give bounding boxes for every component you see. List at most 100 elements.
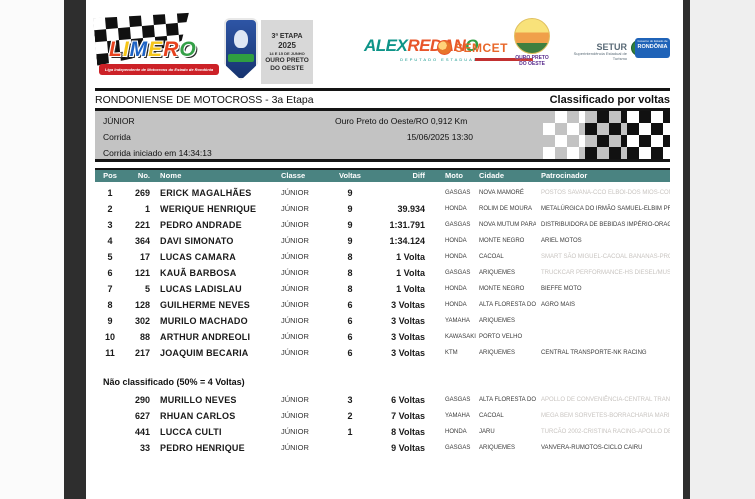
city-cell: MONTE NEGRO (479, 238, 525, 244)
rider-number-cell: 88 (139, 332, 150, 342)
table-row: 2 1 WERIQUE HENRIQUE JÚNIOR 9 39.934 HONDA ROLI… (95, 201, 670, 217)
class-cell: JÚNIOR (281, 395, 309, 404)
col-header-nome: Nome (160, 171, 182, 180)
rider-number-cell: 33 (139, 443, 150, 453)
race-info-box: JÚNIOR Ouro Preto do Oeste/RO 0,912 Km C… (95, 111, 670, 162)
moto-brand-cell: GASGAS (445, 397, 471, 403)
viewer-background-right (690, 0, 755, 499)
table-row: 290 MURILLO NEVES JÚNIOR 3 6 Voltas GASGAS ALT… (95, 392, 670, 408)
tourism-name-line1: OURO PRETO (515, 55, 549, 61)
semcet-icon (437, 40, 452, 55)
position-cell: 7 (107, 284, 113, 294)
city-cell: MONTE NEGRO (479, 286, 525, 292)
city-cell: CACOAL (479, 413, 504, 419)
class-cell: JÚNIOR (281, 443, 309, 452)
city-cell: ARIQUEMES (479, 270, 516, 276)
sponsor-cell: TURCÃO 2002-CRISTINA RACING-APOLLO DE CO… (541, 429, 670, 435)
rider-name-cell: GUILHERME NEVES (160, 300, 251, 310)
sponsor-cell: ARIEL MOTOS (541, 238, 582, 244)
laps-cell: 6 (347, 348, 353, 358)
header-logo-strip: LIMERO Liga Independente de Motocross do… (95, 14, 670, 88)
title-bar: RONDONIENSE DE MOTOCROSS - 3a Etapa Clas… (95, 91, 670, 108)
position-cell: 1 (107, 188, 113, 198)
position-cell: 3 (107, 220, 113, 230)
laps-cell: 9 (347, 188, 353, 198)
rider-number-cell: 302 (134, 316, 150, 326)
city-cell: NOVA MAMORÉ (479, 190, 524, 196)
sponsor-cell: VANVERA-RUMOTOS-CICLO CAIRU (541, 445, 643, 451)
etapa-line: DO OESTE (270, 64, 304, 72)
rider-number-cell: 627 (134, 411, 150, 421)
race-datetime: 15/06/2025 13:30 (406, 132, 473, 142)
diff-cell: 1:34.124 (389, 236, 425, 246)
moto-brand-cell: GASGAS (445, 270, 471, 276)
alex-redano-subtitle: DEPUTADO ESTADUAL (400, 57, 478, 62)
track-info: Ouro Preto do Oeste/RO 0,912 Km (335, 116, 468, 126)
rider-name-cell: RHUAN CARLOS (160, 411, 236, 421)
position-cell: 9 (107, 316, 113, 326)
rider-name-cell: PEDRO ANDRADE (160, 220, 242, 230)
event-title: RONDONIENSE DE MOTOCROSS - 3a Etapa (95, 93, 314, 106)
limero-letter: O (179, 38, 197, 61)
rider-name-cell: MURILLO NEVES (160, 395, 237, 405)
rider-number-cell: 17 (139, 252, 150, 262)
moto-brand-cell: YAMAHA (445, 318, 470, 324)
sponsor-cell: POSTOS SAVANA-CCO ELBOI-DOS MIOS-COM CIC… (541, 190, 670, 196)
alex-text: ALEX (363, 36, 408, 55)
moto-brand-cell: HONDA (445, 206, 467, 212)
class-cell: JÚNIOR (281, 411, 309, 420)
diff-cell: 1 Volta (396, 252, 425, 262)
laps-cell: 6 (347, 300, 353, 310)
sponsor-cell: BIEFFE MOTO (541, 286, 582, 292)
rider-number-cell: 269 (134, 188, 150, 198)
rondonia-wordmark: RONDÔNIA (637, 43, 668, 50)
ouro-preto-tourism-logo: OURO PRETO DO OESTE (509, 18, 555, 67)
limero-letter: R (163, 38, 180, 61)
setur-wordmark: SETUR (596, 42, 627, 52)
rider-number-cell: 364 (134, 236, 150, 246)
tourism-name-line2: DO OESTE (519, 60, 545, 67)
rider-name-cell: KAUÃ BARBOSA (160, 268, 237, 278)
limero-wordmark: LIMERO (109, 38, 197, 62)
position-cell: 8 (107, 300, 113, 310)
class-cell: JÚNIOR (281, 252, 309, 261)
sponsor-cell: APOLLO DE CONVENIÊNCIA-CENTRAL TRANSPORT… (541, 397, 670, 403)
class-cell: JÚNIOR (281, 427, 309, 436)
rider-name-cell: LUCAS LADISLAU (160, 284, 242, 294)
etapa-line: OURO PRETO (265, 56, 309, 64)
moto-brand-cell: HONDA (445, 302, 467, 308)
limero-banner: Liga Independente de Motocross do Estado… (99, 64, 219, 75)
moto-brand-cell: GASGAS (445, 445, 471, 451)
moto-brand-cell: HONDA (445, 238, 467, 244)
city-cell: NOVA MUTUM PARANÁ (479, 222, 536, 228)
table-row: 441 LUCCA CULTI JÚNIOR 1 8 Voltas HONDA JARU TU… (95, 424, 670, 440)
table-row: 10 88 ARTHUR ANDREOLI JÚNIOR 6 3 Voltas KAWASA… (95, 329, 670, 345)
rider-name-cell: MURILO MACHADO (160, 316, 248, 326)
rondonia-gov-logo: Governo do Estado de RONDÔNIA (635, 38, 670, 58)
tourism-name: OURO PRETO DO OESTE (509, 55, 555, 67)
col-header-classe: Classe (281, 171, 306, 180)
city-cell: ARIQUEMES (479, 318, 516, 324)
setur-subtitle: Superintendência Estadual de Turismo (573, 51, 627, 61)
moto-brand-cell: GASGAS (445, 222, 471, 228)
setur-logo: SETUR Superintendência Estadual de Turis… (567, 42, 627, 61)
laps-cell: 9 (347, 236, 353, 246)
laps-cell: 9 (347, 204, 353, 214)
diff-cell: 8 Voltas (391, 427, 425, 437)
unclassified-section-title: Não classificado (50% = 4 Voltas) (103, 377, 245, 387)
sponsor-cell: SMART SÃO MIGUEL-CACOAL BANANAS-PRO FÓRM… (541, 254, 670, 260)
badge-band (228, 54, 254, 62)
position-cell: 10 (104, 332, 115, 342)
diff-cell: 3 Voltas (391, 348, 425, 358)
limero-letter: M (129, 38, 149, 61)
laps-cell: 6 (347, 316, 353, 326)
checkered-pattern (543, 111, 585, 159)
rider-number-cell: 441 (134, 427, 150, 437)
col-header-pos: Pos (103, 171, 117, 180)
etapa-line: 2025 (278, 40, 296, 50)
class-cell: JÚNIOR (281, 284, 309, 293)
rider-name-cell: LUCAS CAMARA (160, 252, 236, 262)
table-row: 7 5 LUCAS LADISLAU JÚNIOR 8 1 Volta HONDA MONTE… (95, 281, 670, 297)
race-label: Corrida (103, 132, 131, 142)
rider-name-cell: DAVI SIMONATO (160, 236, 234, 246)
